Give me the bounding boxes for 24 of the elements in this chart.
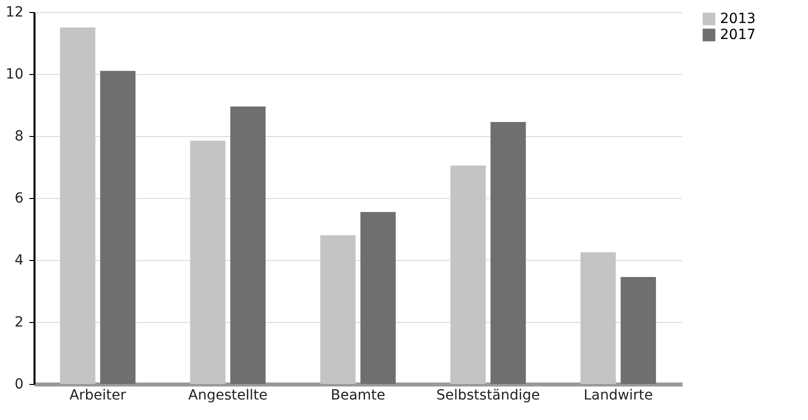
bar: [230, 106, 266, 384]
bar: [450, 165, 486, 384]
x-tick-label: Landwirte: [584, 388, 653, 404]
y-tick-label: 10: [6, 66, 24, 82]
legend-label: 2013: [720, 11, 756, 27]
bar: [60, 28, 96, 384]
bar: [490, 122, 526, 384]
y-tick-label: 4: [14, 252, 24, 268]
bar: [190, 140, 226, 384]
x-tick-label: Beamte: [330, 388, 386, 404]
bar: [320, 235, 356, 384]
x-tick-label: Selbstständige: [436, 388, 540, 404]
x-tick-label: Angestellte: [188, 388, 268, 404]
y-tick-label: 12: [6, 4, 24, 20]
y-tick-label: 8: [14, 128, 24, 144]
y-tick-label: 2: [14, 314, 24, 330]
bar: [580, 252, 616, 384]
bar: [100, 70, 136, 384]
legend-label: 2017: [720, 27, 756, 43]
x-tick-label: Arbeiter: [69, 388, 126, 404]
y-tick-label: 6: [14, 190, 24, 206]
y-tick-label: 0: [14, 376, 24, 392]
bar: [360, 212, 396, 384]
bar: [620, 277, 656, 384]
